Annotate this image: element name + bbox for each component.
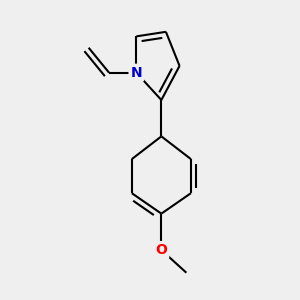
- Text: N: N: [130, 66, 142, 80]
- Text: O: O: [155, 243, 167, 257]
